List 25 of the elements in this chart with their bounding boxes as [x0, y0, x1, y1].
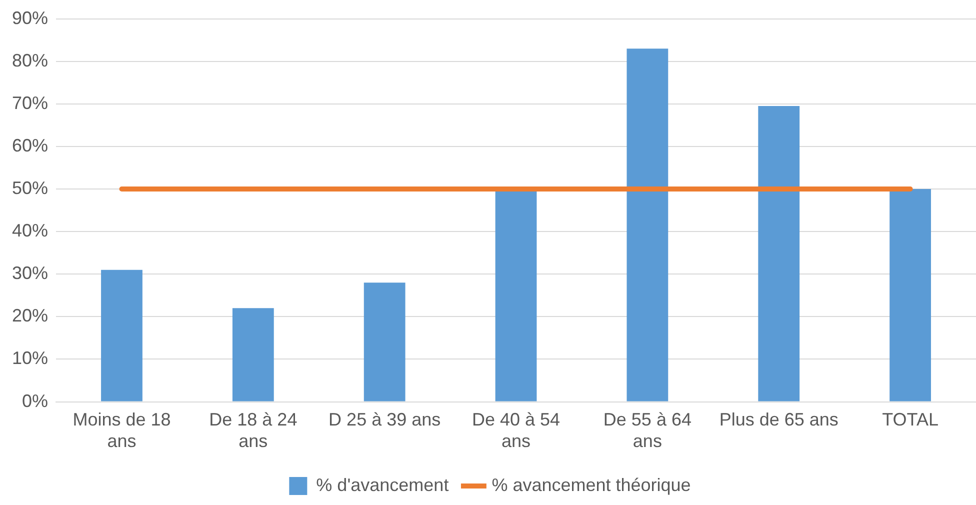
x-tick-label: Moins de 18 ans — [72, 410, 171, 452]
x-tick-label: De 40 à 54 ans — [472, 410, 560, 452]
legend-label: % avancement théorique — [492, 474, 691, 495]
legend-label: % d'avancement — [316, 474, 449, 495]
bar — [101, 270, 142, 402]
x-tick-label: Plus de 65 ans — [719, 410, 838, 430]
x-tick-label: TOTAL — [882, 410, 938, 430]
y-tick-label: 70% — [12, 92, 48, 113]
bar — [232, 308, 274, 402]
y-tick-label: 80% — [12, 50, 48, 70]
y-tick-label: 10% — [12, 348, 48, 368]
y-tick-label: 40% — [12, 220, 48, 241]
x-tick-label: D 25 à 39 ans — [328, 410, 441, 430]
x-tick-label: De 18 à 24 ans — [209, 410, 298, 452]
bar — [890, 189, 931, 402]
bar — [626, 48, 668, 402]
y-tick-label: 0% — [22, 390, 48, 411]
bar — [758, 106, 800, 402]
y-tick-label: 20% — [12, 306, 48, 326]
bar — [364, 282, 406, 402]
y-tick-label: 30% — [12, 263, 48, 284]
y-tick-label: 50% — [12, 178, 48, 198]
x-tick-label: De 55 à 64 ans — [603, 410, 692, 452]
y-tick-label: 60% — [12, 135, 48, 156]
y-tick-label: 90% — [12, 8, 48, 28]
